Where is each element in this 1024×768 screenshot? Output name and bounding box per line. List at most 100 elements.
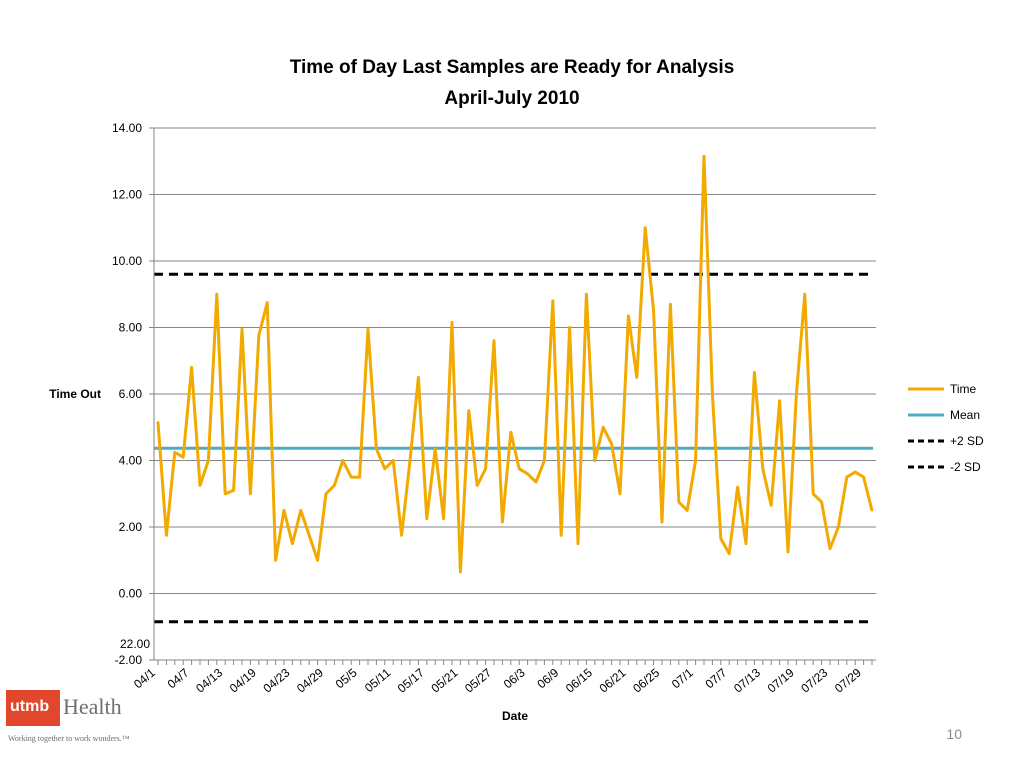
- y-tick-label: 10.00: [112, 254, 142, 268]
- time-point: [282, 509, 286, 512]
- legend: Time Mean +2 SD -2 SD: [908, 382, 984, 474]
- time-point: [627, 314, 630, 318]
- time-point: [753, 371, 756, 374]
- x-tick-label: 07/13: [731, 665, 763, 695]
- time-point: [492, 339, 496, 342]
- time-point: [795, 392, 798, 396]
- x-tick-label: 07/1: [669, 665, 696, 691]
- x-tick-label: 04/19: [227, 665, 259, 695]
- overlap-label: 22.00: [120, 637, 150, 651]
- page-number: 10: [946, 726, 962, 742]
- x-tick-label: 06/21: [597, 665, 629, 695]
- time-point: [862, 475, 865, 479]
- time-point: [484, 467, 487, 471]
- time-point: [442, 517, 445, 520]
- x-tick-label: 05/27: [462, 665, 494, 695]
- grid-lines: [149, 127, 876, 665]
- time-point: [450, 321, 454, 324]
- time-point: [644, 226, 647, 229]
- time-point: [207, 459, 210, 462]
- time-point: [543, 459, 546, 462]
- y-axis-title: Time Out: [49, 387, 101, 401]
- x-tick-labels: 04/1 04/7 04/13 04/19 04/23 04/29 05/5 05/11 05/…: [131, 665, 864, 695]
- x-tick-label: 05/21: [428, 665, 460, 695]
- time-point: [534, 480, 538, 484]
- time-point: [728, 552, 731, 555]
- y-tick-label: 4.00: [119, 454, 143, 468]
- time-point: [719, 537, 722, 540]
- x-tick-label: 07/19: [765, 665, 797, 695]
- time-point: [677, 500, 680, 504]
- time-point: [560, 534, 563, 537]
- time-point: [249, 492, 252, 495]
- time-point: [660, 520, 664, 524]
- x-tick-label: 04/1: [131, 665, 158, 691]
- time-point: [400, 534, 403, 537]
- x-tick-label: 05/5: [333, 665, 360, 691]
- axes: [153, 128, 876, 661]
- time-point: [551, 299, 554, 303]
- time-point: [509, 431, 512, 434]
- time-point: [770, 504, 773, 507]
- time-point: [156, 421, 160, 424]
- time-point: [434, 447, 437, 451]
- time-point: [778, 399, 781, 402]
- time-point: [786, 550, 790, 554]
- x-tick-label: 04/7: [165, 665, 192, 691]
- x-tick-label: 06/3: [501, 665, 528, 691]
- legend-label: -2 SD: [950, 460, 981, 474]
- time-point: [182, 455, 185, 459]
- time-point: [224, 492, 227, 495]
- y-tick-label: 12.00: [112, 188, 142, 202]
- time-point: [635, 376, 638, 379]
- time-point: [585, 293, 588, 296]
- time-point: [820, 500, 823, 504]
- time-point: [190, 366, 193, 369]
- time-point: [845, 475, 848, 479]
- x-tick-label: 06/15: [563, 665, 595, 695]
- x-tick-label: 05/17: [395, 665, 427, 695]
- x-tick-label: 07/29: [832, 665, 864, 695]
- time-point: [173, 450, 176, 454]
- time-point: [652, 309, 655, 313]
- x-axis-title: Date: [502, 709, 528, 723]
- time-point: [593, 459, 596, 462]
- time-point: [392, 459, 395, 462]
- time-point: [316, 559, 319, 562]
- time-point: [350, 475, 353, 479]
- time-point: [694, 459, 697, 462]
- x-tick-label: 07/23: [798, 665, 830, 695]
- time-point: [324, 492, 328, 495]
- time-point: [266, 301, 269, 304]
- time-point: [232, 489, 235, 492]
- y-tick-label: 14.00: [112, 121, 142, 135]
- x-tick-label: 06/9: [534, 665, 561, 691]
- time-point: [165, 534, 168, 537]
- chart-title-line2: April-July 2010: [444, 88, 579, 109]
- logo-name: Health: [63, 694, 122, 719]
- time-point: [803, 293, 806, 296]
- time-line: [156, 154, 874, 574]
- time-point: [375, 447, 378, 451]
- y-tick-label: 8.00: [119, 321, 143, 335]
- time-point: [459, 570, 462, 574]
- time-point: [518, 467, 521, 471]
- time-point: [408, 459, 412, 462]
- time-point: [358, 475, 361, 479]
- time-point: [240, 327, 244, 331]
- y-tick-labels: -2.00 0.00 2.00 4.00 6.00 8.00 10.00 12.00 14.00: [112, 121, 142, 667]
- logo-tagline: Working together to work wonders.™: [8, 734, 130, 743]
- x-tick-label: 04/13: [193, 665, 225, 695]
- time-point: [476, 484, 479, 487]
- y-tick-label: 0.00: [119, 587, 143, 601]
- time-point: [568, 326, 571, 329]
- time-point: [854, 470, 857, 474]
- legend-label: Time: [950, 382, 977, 396]
- time-point: [299, 509, 302, 512]
- time-point: [308, 534, 311, 537]
- legend-label: +2 SD: [950, 434, 984, 448]
- time-point: [669, 303, 672, 306]
- y-tick-label: -2.00: [115, 653, 143, 667]
- chart-title-line1: Time of Day Last Samples are Ready for A…: [290, 57, 735, 78]
